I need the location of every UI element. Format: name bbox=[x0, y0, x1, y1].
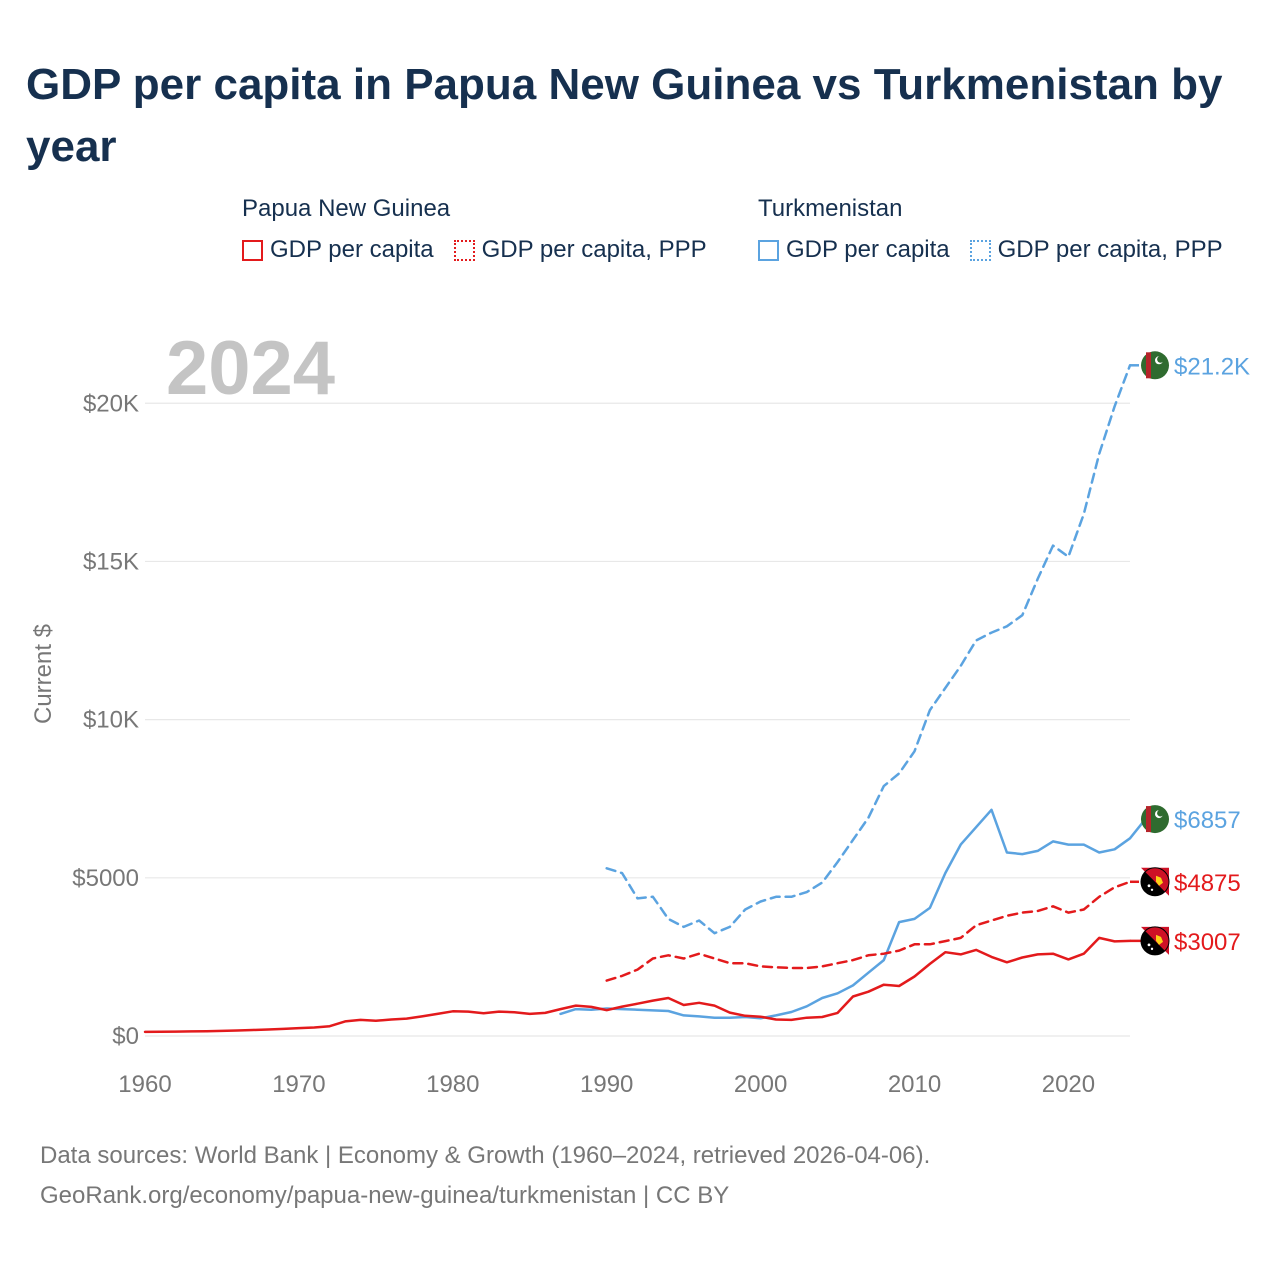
x-tick-label: 1970 bbox=[272, 1071, 325, 1098]
legend-swatch-solid-icon bbox=[242, 239, 263, 261]
x-tick-label: 2020 bbox=[1042, 1071, 1095, 1098]
legend-group-label: Papua New Guinea bbox=[242, 195, 451, 222]
chart-title: GDP per capita in Papua New Guinea vs Tu… bbox=[26, 60, 1223, 171]
y-axis-label: Current $ bbox=[30, 624, 57, 724]
legend-item-tkm-gdp-per-capita-ppp[interactable]: GDP per capita, PPP bbox=[969, 234, 1223, 266]
series-line-png-gdp[interactable] bbox=[143, 936, 1132, 1034]
legend-group-papua-new-guinea: Papua New Guinea GDP per capita GDP per … bbox=[242, 192, 707, 266]
y-tick-label: $15K bbox=[83, 548, 139, 575]
y-tick-label: $0 bbox=[112, 1023, 139, 1050]
x-tick-label: 1990 bbox=[580, 1071, 633, 1098]
series-line-tkm-gdp[interactable] bbox=[559, 808, 1147, 1020]
legend-item-tkm-gdp-per-capita[interactable]: GDP per capita bbox=[758, 234, 950, 266]
x-tick-label: 1960 bbox=[118, 1071, 171, 1098]
legend-item-png-gdp-per-capita-ppp[interactable]: GDP per capita, PPP bbox=[453, 234, 707, 266]
turkmenistan-flag-icon bbox=[1141, 805, 1169, 834]
y-tick-label: $20K bbox=[83, 390, 139, 417]
data-source-note: Data sources: World Bank | Economy & Gro… bbox=[40, 1142, 931, 1169]
series-end-value-label: $6857 bbox=[1174, 807, 1241, 834]
x-tick-label: 1980 bbox=[426, 1071, 479, 1098]
legend-group-label: Turkmenistan bbox=[758, 195, 903, 222]
series-line-png-ppp[interactable] bbox=[605, 880, 1132, 982]
footer: Data sources: World Bank | Economy & Gro… bbox=[40, 1136, 930, 1216]
legend-group-turkmenistan: Turkmenistan GDP per capita GDP per capi… bbox=[758, 192, 1223, 266]
legend-item-label: GDP per capita bbox=[270, 236, 434, 263]
legend-item-label: GDP per capita, PPP bbox=[997, 236, 1223, 263]
series-end-value-label: $21.2K bbox=[1174, 353, 1250, 380]
legend-swatch-solid-icon bbox=[758, 239, 779, 261]
legend-swatch-dotted-icon bbox=[453, 239, 475, 261]
legend-item-png-gdp-per-capita[interactable]: GDP per capita bbox=[242, 234, 434, 266]
series-line-tkm-ppp[interactable] bbox=[605, 364, 1132, 935]
series-end-value-label: $3007 bbox=[1174, 929, 1241, 956]
turkmenistan-flag-icon bbox=[1141, 351, 1169, 380]
x-tick-label: 2010 bbox=[888, 1071, 941, 1098]
y-tick-label: $10K bbox=[83, 707, 139, 734]
year-watermark: 2024 bbox=[166, 326, 335, 411]
legend-item-label: GDP per capita bbox=[786, 236, 950, 263]
legend-item-label: GDP per capita, PPP bbox=[481, 236, 707, 263]
papua-new-guinea-flag-icon bbox=[1140, 926, 1170, 956]
series-end-value-label: $4875 bbox=[1174, 870, 1241, 897]
papua-new-guinea-flag-icon bbox=[1140, 867, 1170, 897]
legend-swatch-dotted-icon bbox=[969, 239, 991, 261]
y-tick-label: $5000 bbox=[72, 865, 139, 892]
source-link[interactable]: GeoRank.org/economy/papua-new-guinea/tur… bbox=[40, 1182, 730, 1209]
x-tick-label: 2000 bbox=[734, 1071, 787, 1098]
